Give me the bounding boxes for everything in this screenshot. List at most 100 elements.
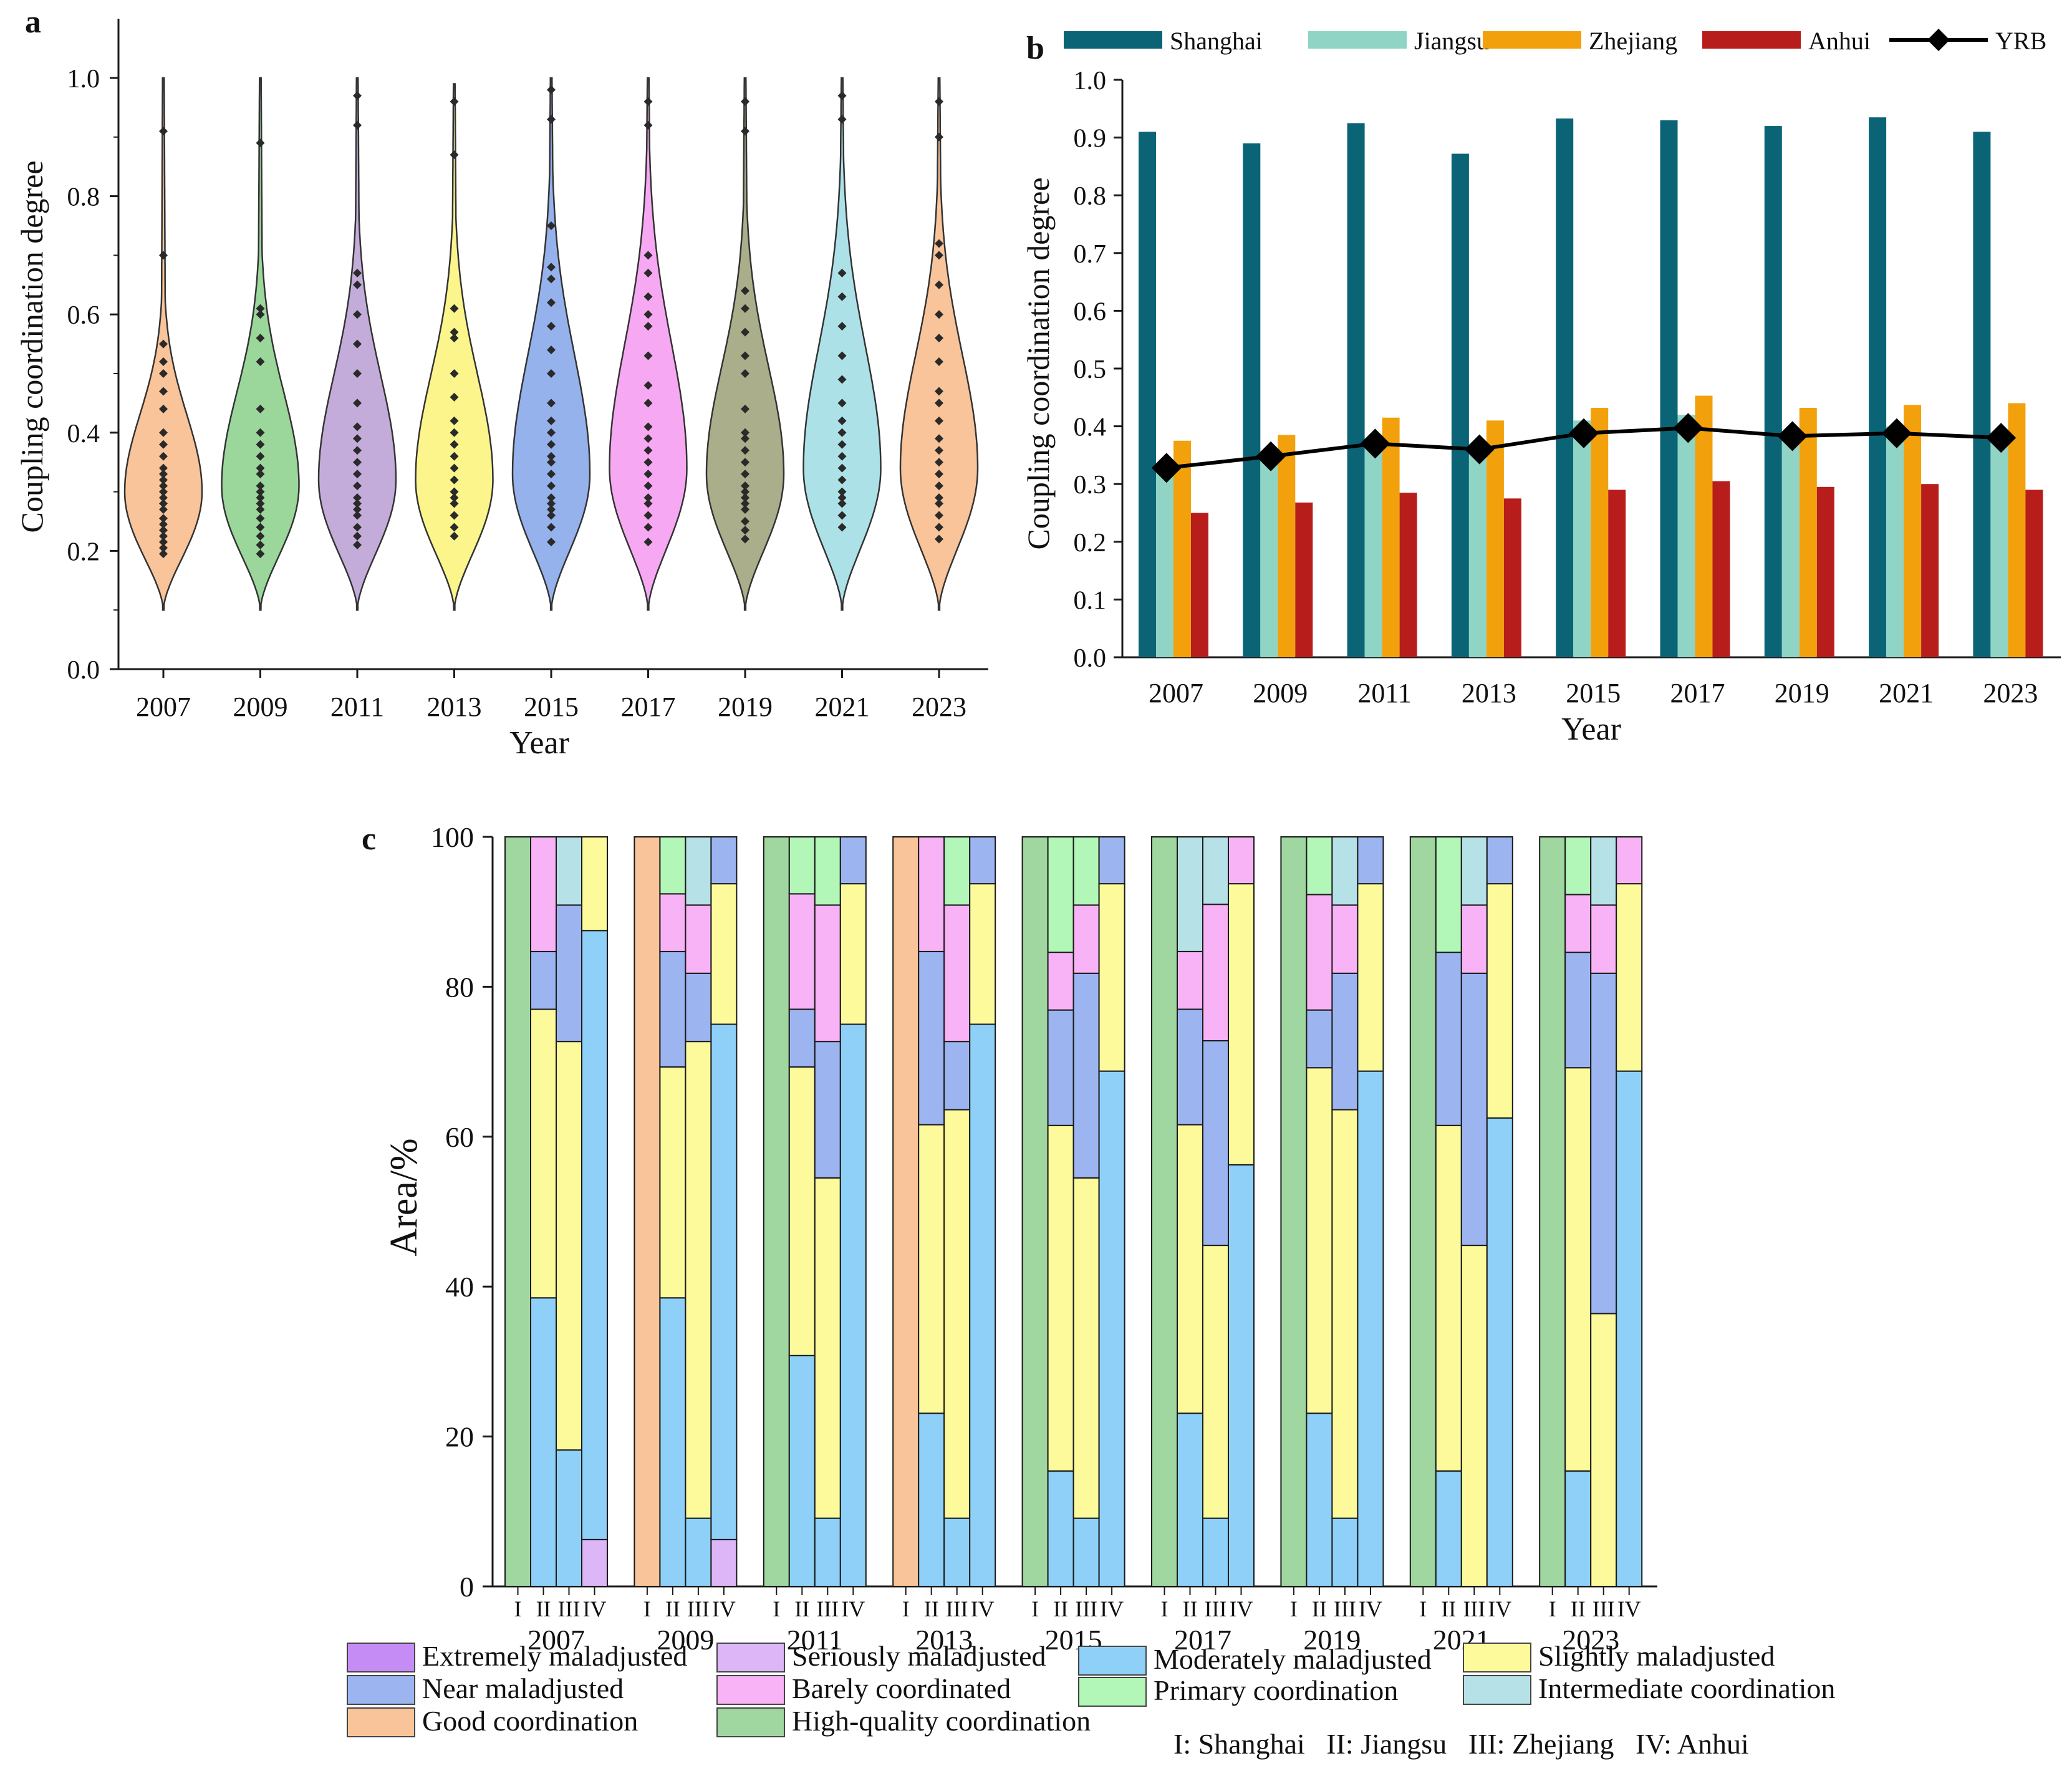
b-y-tick-label: 0.4	[1074, 413, 1107, 442]
a-data-point	[547, 538, 556, 547]
a-x-tick-label: 2011	[330, 692, 384, 722]
c-bar-segment	[1072, 1517, 1100, 1587]
b-bar-shanghai	[1556, 118, 1574, 658]
a-data-point	[935, 481, 943, 491]
b-bar-shanghai	[1973, 132, 1991, 658]
a-data-point	[547, 416, 556, 425]
b-bar-jiangsu	[1260, 455, 1278, 657]
a-data-point	[353, 505, 362, 514]
c-bar-segment	[788, 836, 816, 895]
b-bar-shanghai	[1660, 120, 1678, 657]
a-data-point	[935, 470, 943, 479]
b-y-tick-label: 1.0	[1074, 67, 1107, 95]
b-x-tick-label: 2011	[1357, 678, 1411, 708]
c-legend-swatch	[716, 1707, 785, 1737]
a-violin-2013	[415, 83, 494, 611]
c-x-tick-label: III	[946, 1596, 968, 1621]
c-bar-segment	[1202, 1245, 1229, 1519]
a-data-point	[837, 440, 847, 449]
a-data-point	[353, 470, 362, 479]
c-bar-segment	[788, 1008, 816, 1068]
c-bar-segment	[1280, 836, 1308, 1587]
b-legend-label: Jiangsu	[1414, 27, 1489, 55]
a-data-point	[935, 251, 943, 260]
a-data-point	[547, 115, 556, 124]
c-x-tick-label: I	[1031, 1596, 1039, 1621]
b-legend-swatch-jiangsu	[1308, 31, 1407, 49]
c-bar-segment	[1590, 972, 1617, 1315]
b-bar-shanghai	[1869, 117, 1887, 657]
a-data-point	[547, 451, 556, 461]
a-data-point	[643, 493, 653, 503]
a-data-point	[159, 451, 168, 461]
a-data-point	[643, 511, 653, 520]
a-data-point	[256, 523, 265, 532]
c-x-tick-label: II	[794, 1596, 809, 1621]
a-data-point	[256, 463, 265, 473]
a-data-point	[643, 446, 653, 455]
a-data-point	[741, 487, 749, 496]
c-x-tick-label: III	[1075, 1596, 1097, 1621]
a-data-point	[741, 499, 749, 508]
a-data-point	[837, 398, 847, 408]
a-data-point	[741, 127, 749, 136]
c-x-tick-label: IV	[971, 1596, 995, 1621]
c-x-tick-label: IV	[1488, 1596, 1511, 1621]
a-data-point	[741, 505, 749, 514]
a-data-point	[547, 398, 556, 408]
c-bar-segment	[1564, 836, 1592, 895]
c-bar-segment	[1486, 883, 1513, 1119]
c-bar-segment	[1564, 894, 1592, 953]
c-bar-segment	[918, 836, 945, 952]
b-x-tick-label: 2023	[1983, 678, 2038, 708]
c-bar-segment	[1460, 972, 1488, 1247]
c-legend-swatch	[1078, 1646, 1147, 1676]
a-data-point	[256, 334, 265, 343]
a-data-point	[741, 434, 749, 443]
b-x-tick-label: 2019	[1775, 678, 1829, 708]
a-data-point	[353, 339, 362, 349]
c-bar-segment	[1460, 904, 1488, 974]
a-data-point	[159, 127, 168, 136]
a-data-point	[450, 304, 459, 313]
a-x-tick-label: 2015	[524, 692, 579, 722]
c-bar-segment	[1098, 1070, 1125, 1587]
panel-a-y-axis-title: Coupling coordination degree	[14, 160, 49, 533]
a-data-point	[643, 538, 653, 547]
a-data-point	[353, 268, 362, 278]
a-data-point	[837, 511, 847, 520]
a-violin-2021	[802, 77, 882, 611]
a-data-point	[547, 298, 556, 307]
c-bar-segment	[556, 836, 582, 906]
c-x-tick-label: IV	[1100, 1596, 1124, 1621]
b-bar-zhejiang	[1904, 405, 1922, 657]
a-data-point	[935, 499, 943, 508]
a-data-point	[935, 434, 943, 443]
a-data-point	[741, 446, 749, 455]
a-data-point	[935, 523, 943, 532]
a-data-point	[450, 416, 459, 425]
c-bar-segment	[685, 836, 712, 906]
c-bar-segment	[1072, 904, 1100, 974]
c-bar-segment	[839, 836, 867, 885]
c-bar-segment	[1357, 883, 1384, 1072]
a-data-point	[256, 138, 265, 148]
a-data-point	[741, 470, 749, 479]
a-violin-2023	[899, 77, 979, 611]
a-data-point	[256, 404, 265, 413]
c-bar-segment	[634, 836, 661, 1587]
c-bar-segment	[1306, 1412, 1333, 1587]
c-bar-segment	[1047, 1124, 1074, 1472]
c-bar-segment	[581, 930, 608, 1540]
a-data-point	[547, 499, 556, 508]
c-bar-segment	[1331, 972, 1359, 1111]
a-data-point	[935, 334, 943, 343]
a-data-point	[935, 310, 943, 319]
c-x-tick-label: I	[514, 1596, 522, 1621]
c-x-tick-label: III	[816, 1596, 839, 1621]
c-bar-segment	[788, 893, 816, 1010]
a-data-point	[741, 458, 749, 467]
c-x-tick-label: II	[1183, 1596, 1198, 1621]
c-x-tick-label: III	[1205, 1596, 1227, 1621]
c-bar-segment	[1331, 1517, 1359, 1587]
